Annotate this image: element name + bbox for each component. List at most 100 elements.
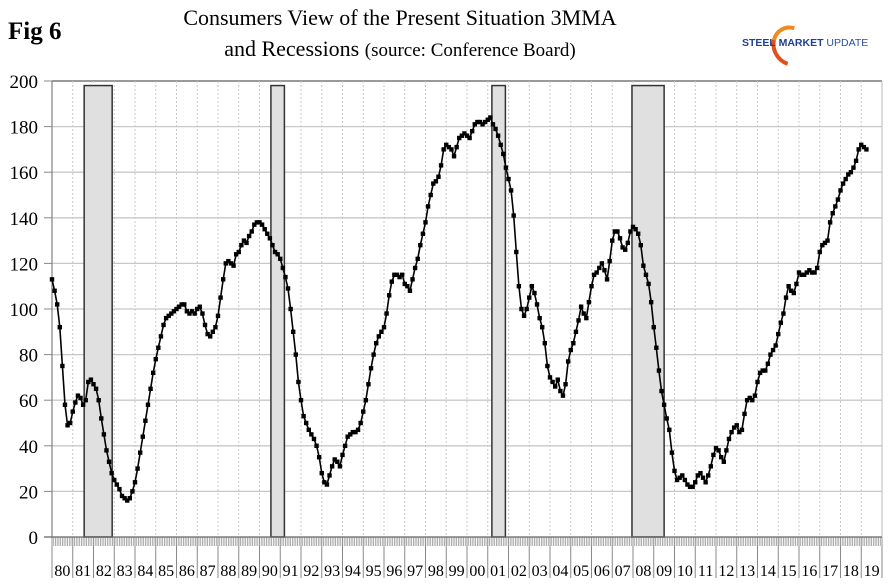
data-point — [374, 341, 379, 346]
data-point — [739, 427, 745, 433]
data-point — [838, 188, 843, 193]
data-point — [197, 304, 203, 309]
data-point — [135, 466, 140, 471]
data-point — [441, 147, 446, 152]
data-point — [851, 165, 856, 170]
data-point — [812, 270, 817, 275]
data-point — [633, 227, 638, 232]
data-point — [192, 311, 197, 316]
data-point — [166, 313, 171, 319]
data-point — [791, 290, 797, 296]
data-point — [262, 227, 267, 232]
data-point — [568, 347, 573, 353]
grid — [52, 80, 882, 537]
data-point — [757, 370, 763, 376]
data-point — [778, 320, 784, 325]
data-point — [340, 452, 345, 458]
chart-title-line1: Consumers View of the Present Situation … — [183, 5, 617, 30]
data-point — [755, 379, 760, 385]
data-point — [807, 268, 812, 273]
data-point — [615, 229, 620, 234]
data-point — [786, 284, 791, 289]
x-tick-label: 82 — [96, 563, 112, 580]
data-point — [418, 242, 423, 248]
data-point — [856, 147, 861, 152]
data-point — [314, 443, 319, 448]
x-tick-label: 00 — [469, 563, 485, 580]
data-point — [638, 242, 643, 248]
data-point — [65, 423, 70, 428]
chart-title: Consumers View of the Present Situation … — [120, 2, 680, 66]
data-point — [316, 455, 322, 460]
data-point — [744, 398, 750, 403]
y-tick-label: 0 — [29, 528, 39, 549]
data-point — [724, 448, 729, 453]
data-point — [628, 229, 633, 234]
data-point — [412, 265, 418, 271]
data-point — [368, 366, 374, 371]
data-point — [687, 484, 693, 490]
data-point — [571, 341, 576, 346]
x-tick-label: 16 — [801, 563, 817, 580]
data-point — [454, 144, 459, 150]
data-point — [361, 409, 366, 414]
data-point — [625, 240, 631, 246]
data-point — [718, 455, 724, 460]
data-point — [597, 265, 602, 271]
data-point — [545, 363, 550, 369]
data-point — [765, 361, 771, 366]
data-point — [661, 402, 667, 407]
data-point — [794, 281, 799, 287]
data-point — [179, 302, 184, 307]
data-point — [540, 325, 545, 330]
data-point — [371, 352, 376, 357]
data-point — [501, 151, 506, 157]
data-point — [363, 398, 369, 403]
data-point — [789, 288, 794, 293]
data-point — [763, 368, 768, 373]
data-point — [322, 480, 327, 485]
data-point — [386, 293, 392, 298]
data-point — [272, 249, 278, 255]
x-tick-label: 97 — [407, 563, 423, 580]
data-point — [88, 377, 94, 382]
data-point — [656, 368, 662, 373]
data-point — [773, 343, 778, 348]
data-point — [104, 448, 109, 453]
data-point — [578, 304, 584, 309]
data-point — [280, 265, 286, 271]
data-point — [547, 375, 553, 380]
data-point — [781, 311, 786, 316]
data-point — [130, 489, 135, 494]
data-point — [480, 122, 485, 127]
recession-band — [270, 84, 286, 538]
data-point — [498, 142, 503, 148]
data-point — [174, 306, 179, 312]
x-tick-label: 81 — [75, 563, 91, 580]
x-tick-label: 93 — [324, 563, 340, 580]
data-point — [700, 475, 706, 480]
data-point — [342, 443, 348, 448]
data-point — [516, 284, 522, 289]
steel-market-update-logo: STEEL MARKET UPDATE — [742, 18, 882, 74]
data-point — [410, 277, 415, 282]
y-tick-label: 180 — [10, 118, 39, 139]
data-point — [490, 122, 496, 127]
x-tick-label: 04 — [552, 563, 568, 580]
data-point — [231, 263, 236, 268]
data-point — [449, 147, 454, 152]
data-point — [301, 413, 306, 419]
data-point — [259, 222, 265, 227]
data-point — [117, 486, 122, 492]
data-point — [394, 272, 400, 277]
data-point — [428, 192, 433, 198]
data-point — [584, 315, 589, 321]
data-point — [431, 181, 436, 186]
data-point — [355, 427, 361, 433]
data-point — [859, 142, 864, 148]
data-point — [278, 256, 283, 262]
data-point — [200, 311, 205, 316]
data-point — [379, 329, 384, 334]
data-point — [80, 402, 86, 407]
